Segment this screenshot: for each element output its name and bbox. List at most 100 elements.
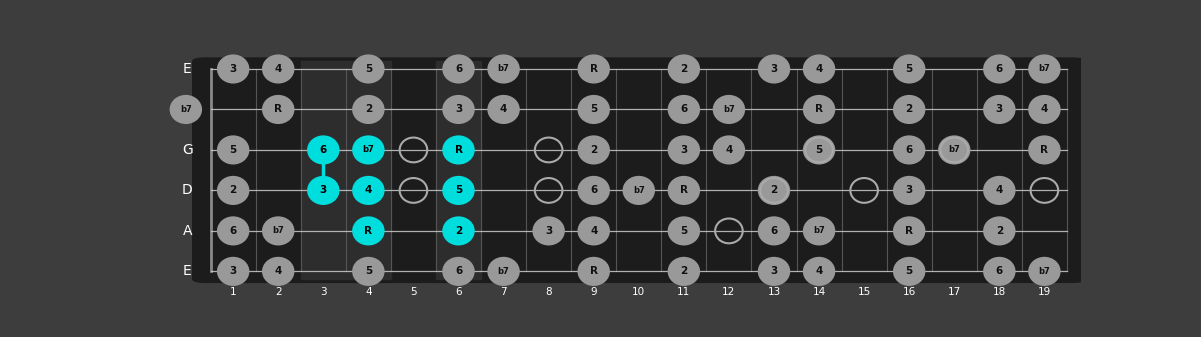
Text: 6: 6	[906, 145, 913, 155]
Text: 19: 19	[1038, 287, 1051, 297]
Text: E: E	[183, 62, 192, 76]
Ellipse shape	[442, 95, 474, 124]
Ellipse shape	[712, 135, 745, 164]
Ellipse shape	[352, 135, 384, 164]
Text: R: R	[815, 104, 823, 115]
Text: b7: b7	[949, 146, 960, 154]
Text: 5: 5	[906, 266, 913, 276]
Text: 6: 6	[996, 266, 1003, 276]
Ellipse shape	[488, 95, 520, 124]
Ellipse shape	[217, 176, 250, 205]
Text: 2: 2	[770, 185, 777, 195]
Text: 4: 4	[815, 266, 823, 276]
Ellipse shape	[984, 54, 1016, 84]
Text: 4: 4	[996, 185, 1003, 195]
Text: 2: 2	[455, 226, 462, 236]
Ellipse shape	[488, 257, 520, 286]
Ellipse shape	[352, 216, 384, 245]
Text: 6: 6	[996, 64, 1003, 74]
Ellipse shape	[712, 95, 745, 124]
Text: 3: 3	[229, 64, 237, 74]
Text: 1: 1	[229, 287, 237, 297]
Ellipse shape	[217, 54, 250, 84]
Ellipse shape	[262, 54, 294, 84]
Ellipse shape	[984, 176, 1016, 205]
Text: R: R	[274, 104, 282, 115]
Text: 6: 6	[319, 145, 327, 155]
Text: 5: 5	[815, 145, 823, 155]
Ellipse shape	[352, 257, 384, 286]
Text: 2: 2	[906, 104, 913, 115]
Ellipse shape	[802, 135, 835, 164]
Ellipse shape	[442, 216, 474, 245]
Ellipse shape	[352, 95, 384, 124]
Ellipse shape	[802, 257, 835, 286]
Text: 4: 4	[365, 185, 372, 195]
Text: G: G	[183, 143, 192, 157]
Ellipse shape	[578, 54, 610, 84]
Ellipse shape	[1028, 95, 1060, 124]
Ellipse shape	[758, 54, 790, 84]
Ellipse shape	[307, 176, 340, 205]
Text: 10: 10	[632, 287, 645, 297]
Bar	[436, 61, 482, 279]
Text: 11: 11	[677, 287, 691, 297]
Text: 6: 6	[590, 185, 597, 195]
Ellipse shape	[802, 216, 835, 245]
Ellipse shape	[894, 135, 926, 164]
Ellipse shape	[578, 216, 610, 245]
FancyBboxPatch shape	[192, 57, 1086, 283]
Ellipse shape	[352, 54, 384, 84]
Text: 6: 6	[455, 64, 462, 74]
Text: 6: 6	[455, 287, 462, 297]
Text: b7: b7	[1039, 64, 1051, 73]
Text: b7: b7	[1039, 267, 1051, 276]
Text: 18: 18	[993, 287, 1006, 297]
Text: 15: 15	[858, 287, 871, 297]
Text: 4: 4	[1041, 104, 1048, 115]
Text: 3: 3	[455, 104, 462, 115]
Text: 3: 3	[770, 266, 777, 276]
Text: 4: 4	[275, 64, 282, 74]
Text: 4: 4	[500, 104, 507, 115]
Ellipse shape	[352, 176, 384, 205]
Text: 5: 5	[906, 64, 913, 74]
Bar	[300, 61, 346, 279]
Text: 4: 4	[725, 145, 733, 155]
Text: 14: 14	[812, 287, 825, 297]
Text: R: R	[364, 226, 372, 236]
Ellipse shape	[668, 257, 700, 286]
Ellipse shape	[1028, 135, 1060, 164]
Text: 3: 3	[996, 104, 1003, 115]
Ellipse shape	[217, 135, 250, 164]
Text: 4: 4	[275, 266, 282, 276]
Ellipse shape	[894, 176, 926, 205]
Text: R: R	[1040, 145, 1048, 155]
Ellipse shape	[984, 95, 1016, 124]
Ellipse shape	[984, 216, 1016, 245]
Text: 5: 5	[455, 185, 462, 195]
Bar	[346, 61, 390, 279]
Ellipse shape	[938, 135, 970, 164]
Text: b7: b7	[813, 226, 825, 236]
Text: 4: 4	[815, 64, 823, 74]
Ellipse shape	[802, 95, 835, 124]
Text: 13: 13	[767, 287, 781, 297]
Ellipse shape	[217, 257, 250, 286]
Text: b7: b7	[633, 186, 645, 195]
Text: 4: 4	[590, 226, 597, 236]
Text: B: B	[183, 102, 192, 117]
Ellipse shape	[578, 95, 610, 124]
Ellipse shape	[1028, 257, 1060, 286]
Text: R: R	[906, 226, 913, 236]
Ellipse shape	[758, 216, 790, 245]
Ellipse shape	[984, 257, 1016, 286]
Text: 16: 16	[903, 287, 916, 297]
Text: 7: 7	[501, 287, 507, 297]
Text: 5: 5	[229, 145, 237, 155]
Text: 2: 2	[680, 64, 687, 74]
Ellipse shape	[578, 176, 610, 205]
Ellipse shape	[307, 135, 340, 164]
Ellipse shape	[1028, 54, 1060, 84]
Text: 4: 4	[365, 287, 371, 297]
